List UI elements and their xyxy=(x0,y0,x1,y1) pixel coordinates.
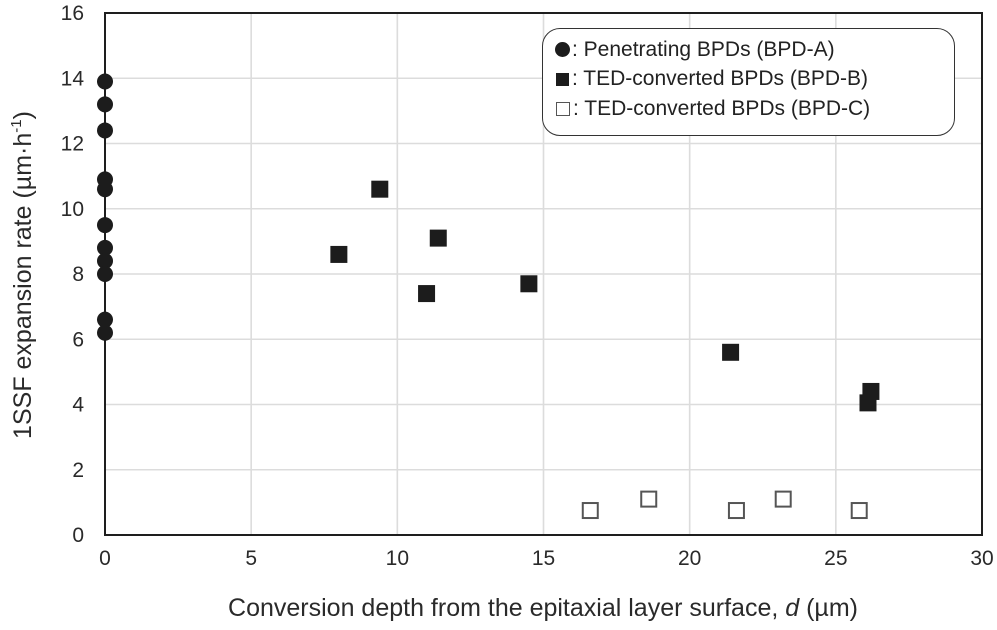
open-square-data-point xyxy=(774,490,792,508)
x-tick-label: 15 xyxy=(532,547,555,570)
legend-item-bpd-b: : TED-converted BPDs (BPD-B) xyxy=(555,65,954,95)
y-tick-label: 8 xyxy=(72,263,84,286)
filled-square-data-point xyxy=(418,285,436,303)
x-tick-label: 0 xyxy=(99,547,111,570)
y-tick-label: 4 xyxy=(72,394,84,417)
y-tick-label: 2 xyxy=(72,459,84,482)
x-axis-tick-labels: 0 5 10 15 20 25 30 xyxy=(99,547,994,570)
y-tick-label: 10 xyxy=(61,198,84,221)
circle-data-point xyxy=(97,73,113,90)
filled-circle-marker-icon xyxy=(555,42,570,58)
circle-data-point xyxy=(97,266,113,282)
legend-item-bpd-a: : Penetrating BPDs (BPD-A) xyxy=(555,35,954,65)
filled-square-data-point xyxy=(330,245,348,263)
y-tick-label: 16 xyxy=(61,2,84,25)
circle-data-point xyxy=(97,324,113,341)
circle-data-point xyxy=(97,311,113,328)
legend-label: : TED-converted BPDs (BPD-B) xyxy=(572,67,869,91)
circle-data-point xyxy=(97,252,113,269)
x-tick-label: 10 xyxy=(386,547,409,570)
x-tick-label: 25 xyxy=(824,547,847,570)
legend-label: : TED-converted BPDs (BPD-C) xyxy=(573,96,871,120)
circle-data-point xyxy=(97,239,113,256)
legend: : Penetrating BPDs (BPD-A) : TED-convert… xyxy=(542,28,955,136)
y-axis-title: 1SSF expansion rate (µm·h-1) xyxy=(8,111,37,439)
x-tick-label: 20 xyxy=(678,547,701,570)
y-axis-tick-labels: 0 2 4 6 8 10 12 14 16 xyxy=(61,2,85,547)
circle-data-point xyxy=(97,181,113,198)
filled-square-data-point xyxy=(862,382,880,400)
filled-square-data-point xyxy=(371,180,389,198)
y-tick-label: 14 xyxy=(61,67,85,90)
filled-square-data-point xyxy=(722,343,740,361)
open-square-data-point xyxy=(640,490,658,508)
y-tick-label: 6 xyxy=(72,328,84,351)
open-square-marker-icon xyxy=(556,101,570,116)
legend-label: : Penetrating BPDs (BPD-A) xyxy=(572,37,835,61)
circle-data-point xyxy=(97,122,113,139)
x-tick-label: 5 xyxy=(245,547,257,570)
data-points xyxy=(97,73,880,520)
circle-data-point xyxy=(97,217,113,234)
open-square-data-point xyxy=(581,502,599,520)
filled-square-data-point xyxy=(520,275,538,293)
filled-square-data-point xyxy=(429,229,447,247)
x-axis-title: Conversion depth from the epitaxial laye… xyxy=(228,594,858,622)
y-tick-label: 12 xyxy=(61,133,84,156)
y-tick-label: 0 xyxy=(72,524,84,547)
x-tick-label: 30 xyxy=(970,547,993,570)
open-square-data-point xyxy=(727,502,745,520)
open-square-data-point xyxy=(850,502,868,520)
legend-item-bpd-c: : TED-converted BPDs (BPD-C) xyxy=(555,94,954,124)
circle-data-point xyxy=(97,96,113,113)
filled-square-marker-icon xyxy=(556,72,569,86)
